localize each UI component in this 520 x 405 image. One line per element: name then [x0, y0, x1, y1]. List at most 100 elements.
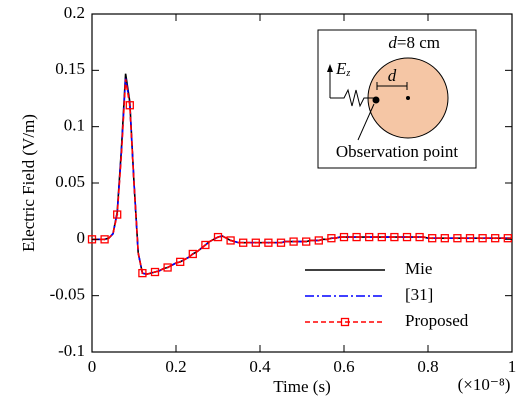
marker: [339, 232, 349, 242]
marker: [440, 234, 449, 243]
marker-dot: [481, 237, 484, 240]
legend-label: Mie: [405, 259, 432, 278]
marker: [390, 232, 399, 242]
distance-label: d: [388, 66, 397, 85]
marker: [100, 235, 109, 244]
x-tick-label: 0.8: [417, 357, 438, 376]
marker-dot: [494, 237, 497, 240]
source-wave: [330, 88, 376, 108]
marker-dot: [418, 236, 421, 239]
marker-dot: [128, 104, 131, 107]
arrow-head: [327, 64, 333, 72]
legend-marker: [340, 317, 350, 327]
marker: [239, 238, 248, 247]
marker: [415, 232, 424, 242]
inset-diagram: d=8 cm Ez d Observation point: [317, 29, 477, 169]
marker: [226, 236, 235, 245]
x-tick-label: 0.2: [165, 357, 186, 376]
marker: [201, 240, 210, 250]
marker-dot: [317, 239, 320, 242]
marker: [302, 237, 311, 246]
marker: [125, 101, 134, 110]
y-tick-label: -0.05: [50, 285, 85, 304]
marker-dot: [116, 213, 119, 216]
inset-size: d=8 cm: [388, 33, 440, 52]
legend-label: [31]: [405, 285, 433, 304]
marker-dot: [469, 237, 471, 240]
y-tick-label: 0.1: [64, 116, 85, 135]
marker: [138, 268, 147, 278]
marker-dot: [141, 272, 144, 275]
marker: [453, 234, 462, 243]
marker-dot: [380, 236, 383, 239]
x-axis-title: Time (s): [273, 377, 330, 396]
pointer: [357, 103, 375, 141]
marker-dot: [229, 239, 232, 242]
marker: [428, 234, 437, 243]
d-symbol: d: [388, 33, 397, 52]
marker-dot: [179, 260, 182, 263]
marker: [251, 238, 260, 247]
marker-dot: [305, 240, 308, 243]
marker: [276, 238, 286, 247]
marker: [478, 234, 487, 243]
d-value: =8 cm: [397, 33, 440, 52]
marker: [264, 238, 273, 247]
marker: [327, 234, 336, 243]
marker: [314, 236, 323, 245]
x-scale-note: (×10⁻⁸): [458, 375, 511, 394]
marker-dot: [254, 241, 257, 244]
marker-dot: [330, 237, 333, 240]
legend-label: Proposed: [405, 311, 469, 330]
marker: [402, 232, 412, 242]
y-tick-label: 0.05: [55, 172, 85, 191]
marker-dot: [242, 241, 245, 244]
marker-dot: [267, 241, 270, 244]
marker-dot: [154, 271, 156, 274]
marker-dot: [456, 237, 459, 240]
marker-dot: [406, 236, 408, 239]
field-sub: z: [345, 68, 350, 79]
x-tick-label: 0: [88, 357, 97, 376]
marker: [213, 232, 223, 242]
marker-dot: [166, 266, 169, 269]
x-tick-label: 1: [508, 357, 517, 376]
marker-dot: [506, 237, 509, 240]
observation-dot: [372, 96, 380, 104]
marker: [163, 263, 172, 272]
marker-dot: [217, 236, 219, 239]
observation-label: Observation point: [336, 142, 459, 161]
marker-dot: [204, 243, 207, 246]
plot-area: [87, 73, 512, 278]
marker: [289, 237, 298, 246]
marker-dot: [368, 236, 371, 239]
marker: [352, 232, 361, 242]
marker-dot: [292, 240, 295, 243]
marker: [377, 232, 386, 242]
y-axis-title: Electric Field (V/m): [19, 114, 38, 252]
marker-dot: [280, 241, 282, 244]
marker: [176, 257, 185, 267]
marker-dot: [443, 237, 446, 240]
marker: [465, 234, 475, 243]
y-tick-label: -0.1: [58, 341, 85, 360]
field-label: Ez: [335, 59, 350, 79]
marker: [503, 234, 512, 243]
y-tick-label: 0: [77, 228, 86, 247]
x-tick-label: 0.6: [333, 357, 354, 376]
series-line: [92, 79, 512, 276]
marker-dot: [191, 252, 194, 255]
center-dot: [406, 96, 410, 100]
marker: [188, 249, 197, 259]
marker-dot: [343, 236, 345, 239]
y-tick-label: 0.15: [55, 59, 85, 78]
y-tick-label: 0.2: [64, 3, 85, 22]
field: E: [335, 59, 347, 78]
x-tick-label: 0.4: [249, 357, 271, 376]
marker: [150, 267, 160, 277]
marker: [491, 234, 500, 243]
marker-dot: [393, 236, 396, 239]
marker-dot: [355, 236, 358, 239]
